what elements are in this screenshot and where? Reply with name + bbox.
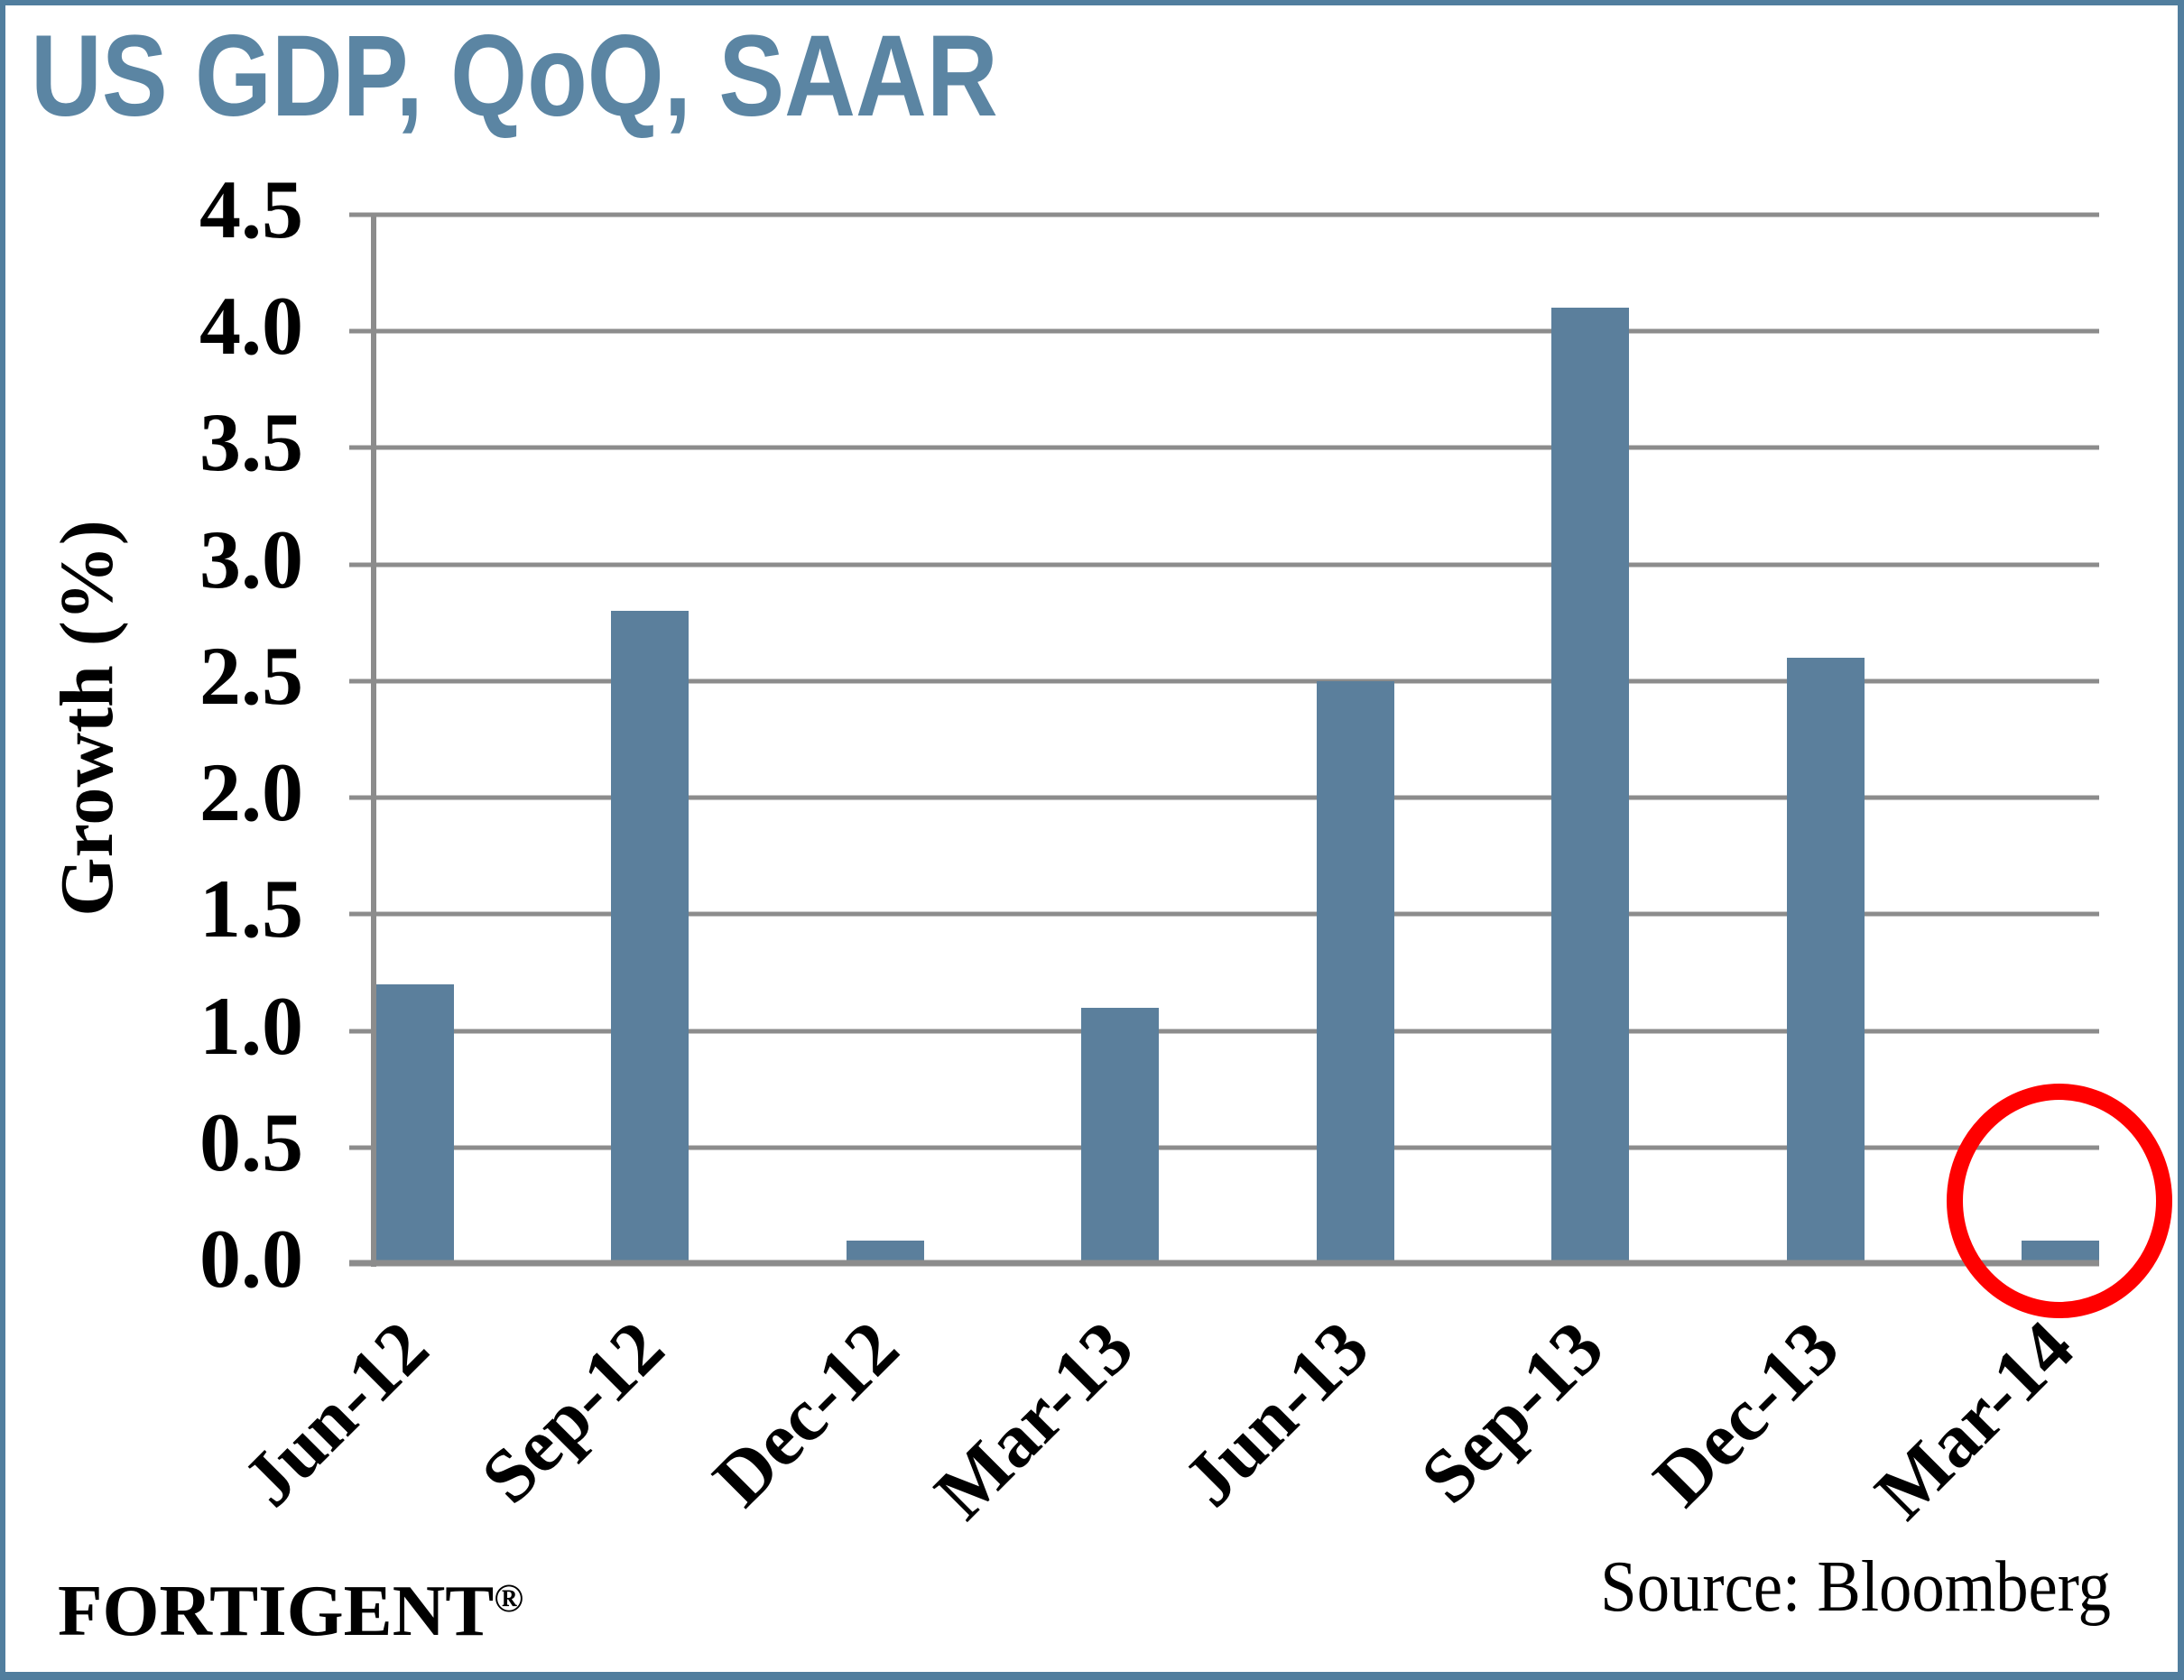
- svg-text:1.5: 1.5: [199, 863, 303, 955]
- svg-text:3.5: 3.5: [199, 396, 303, 488]
- svg-text:2.0: 2.0: [199, 746, 303, 838]
- svg-text:Source: Bloomberg: Source: Bloomberg: [1600, 1545, 2111, 1627]
- svg-text:0.0: 0.0: [199, 1213, 303, 1305]
- svg-text:US GDP, QoQ, SAAR: US GDP, QoQ, SAAR: [31, 12, 998, 141]
- svg-text:1.0: 1.0: [199, 980, 303, 1072]
- svg-text:Growth (%): Growth (%): [45, 520, 129, 916]
- svg-text:FORTIGENT®: FORTIGENT®: [58, 1570, 523, 1651]
- svg-text:2.5: 2.5: [199, 630, 303, 722]
- svg-text:0.5: 0.5: [199, 1096, 303, 1188]
- svg-text:4.5: 4.5: [199, 163, 303, 255]
- svg-text:3.0: 3.0: [199, 513, 303, 605]
- svg-text:4.0: 4.0: [199, 280, 303, 372]
